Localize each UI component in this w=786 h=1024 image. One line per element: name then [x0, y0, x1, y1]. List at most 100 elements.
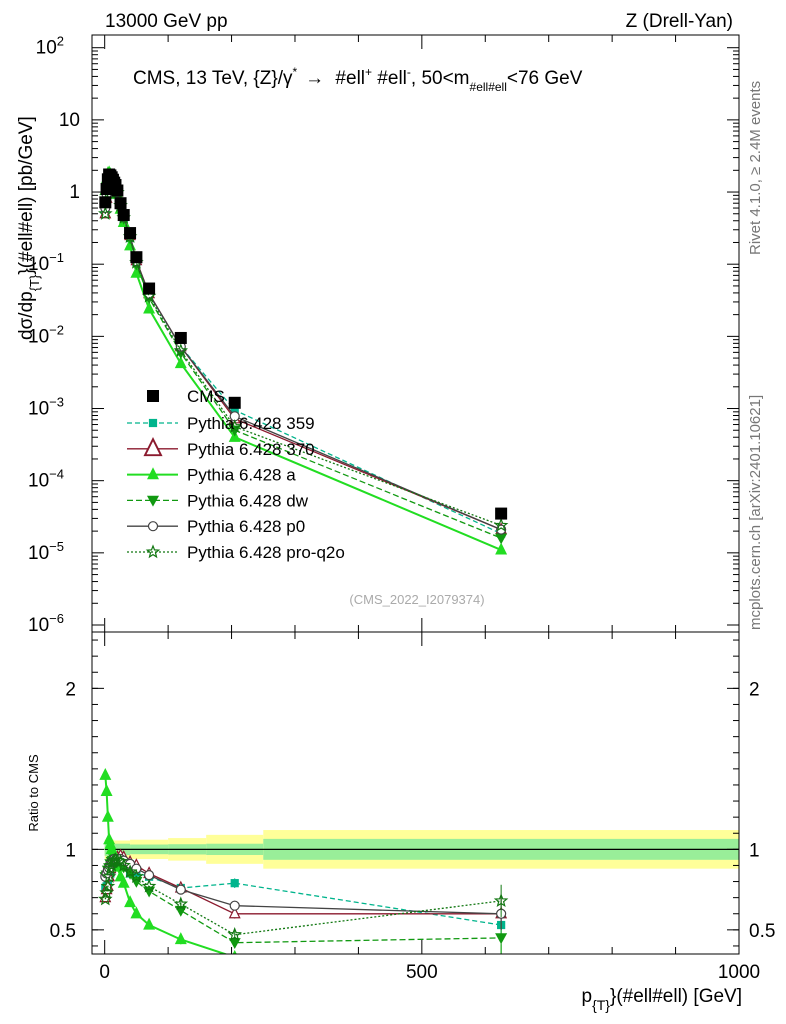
series-3-point [495, 533, 508, 545]
ratio-frame [91, 631, 740, 955]
ratio-2-point [100, 784, 113, 796]
y-tick-label: 102 [36, 34, 64, 59]
ratio-5-point [116, 857, 131, 872]
ratio-0-point [230, 879, 239, 888]
y-tick-base: 10 [28, 254, 49, 275]
legend-marker-5 [145, 544, 161, 559]
ratio-line-3 [104, 857, 502, 944]
series-line-1 [104, 178, 502, 531]
ratio-2-point [124, 895, 137, 908]
y-tick-base: 10 [28, 471, 49, 492]
legend-marker-2 [147, 467, 159, 480]
ratio-2-point [117, 875, 130, 888]
x-tick-label: 1000 [718, 962, 760, 983]
ratio-band [104, 830, 739, 869]
cms-data-point [228, 396, 241, 409]
y-tick-exp: −5 [49, 539, 64, 554]
cms-data-point [111, 184, 124, 197]
legend-label-3: Pythia 6.428 dw [187, 491, 309, 510]
ratio-1-point [228, 906, 241, 919]
ratio-axis: 0.5 0.5 1 1 2 2 0 500 1000 [50, 632, 775, 983]
ratio-5-point [129, 869, 144, 883]
cms-data-point [174, 331, 187, 344]
series-line-3 [104, 177, 502, 539]
ratio-curves [98, 767, 509, 954]
legend-marker-0 [148, 418, 158, 428]
cms-data-point [143, 282, 156, 295]
y-tick-label: 10−1 [28, 250, 64, 275]
y-tick-label: 10 [59, 110, 80, 131]
ratio-line-0 [104, 863, 502, 926]
y-tick-label: 1 [69, 182, 80, 203]
ratio-4-point [229, 900, 240, 911]
legend-marker-1 [143, 437, 163, 457]
header-left: 13000 GeV pp [105, 11, 228, 32]
ratio-5-point [493, 893, 509, 908]
legend-label-4: Pythia 6.428 p0 [187, 517, 305, 536]
x-tick-label: 0 [99, 962, 110, 983]
ratio-2-point [101, 809, 114, 822]
ratio-4-point [175, 884, 186, 895]
ratio-2-point [130, 906, 143, 919]
ratio-2-point [99, 767, 112, 780]
legend-marker-4 [147, 521, 159, 532]
y-tick-base: 10 [36, 38, 57, 59]
legend-label-5: Pythia 6.428 pro-q2o [187, 543, 345, 562]
series-2-point [174, 356, 187, 369]
cms-data-point [99, 196, 112, 209]
y-tick-label: 10−3 [28, 395, 64, 420]
cms-data-point [124, 227, 137, 240]
series-2-point [495, 542, 508, 555]
plot-title: CMS, 13 TeV, {Z}/γ* → #ell+ #ell-, 50<m#e… [133, 65, 583, 94]
ratio-4-point [143, 870, 155, 881]
legend-marker-3 [146, 495, 160, 507]
header-right: Z (Drell-Yan) [626, 11, 733, 32]
ratio-5-point [101, 869, 117, 883]
mcplots-label: mcplots.cern.ch [arXiv:2401.10621] [747, 395, 764, 630]
y-tick-label: 10−5 [28, 539, 64, 564]
legend-label-0: Pythia 6.428 359 [187, 414, 315, 433]
series-line-0 [104, 179, 502, 535]
y-tick-base: 10 [28, 399, 49, 420]
ratio-y-tick-label: 1 [65, 840, 76, 861]
y-tick-base: 10 [28, 543, 49, 564]
cms-data-point [117, 209, 130, 222]
series-line-4 [104, 177, 502, 531]
cms-data-point [130, 251, 143, 264]
ratio-y-tick-label-right: 0.5 [749, 921, 775, 942]
legend-label-1: Pythia 6.428 370 [187, 440, 315, 459]
x-axis-label: p{T}}(#ell#ell) [GeV] [582, 986, 743, 1013]
rivet-label: Rivet 4.1.0, ≥ 2.4M events [747, 81, 764, 255]
watermark: (CMS_2022_I2079374) [349, 592, 484, 607]
series-5-point [493, 517, 509, 532]
legend-cms-marker [147, 390, 159, 402]
y-tick-base: 10 [28, 326, 49, 347]
y-tick-exp: −1 [49, 250, 64, 265]
x-tick-label: 500 [406, 962, 438, 983]
y-tick-label: 10−2 [28, 322, 64, 347]
y-tick-exp: −4 [49, 467, 64, 482]
cms-data-point [495, 507, 508, 520]
cms-data-point [114, 197, 127, 210]
ratio-y-tick-label: 2 [65, 679, 76, 700]
ratio-ylabel: Ratio to CMS [26, 754, 41, 832]
series-line-5 [104, 178, 502, 527]
y-tick-label: 10−6 [28, 611, 64, 636]
ratio-3-point [495, 933, 508, 945]
legend-label-2: Pythia 6.428 a [187, 466, 296, 485]
series-2-point [143, 301, 156, 314]
ratio-y-tick-label-right: 2 [749, 679, 760, 700]
y-tick-base: 1 [69, 182, 80, 203]
series-5-point [173, 343, 189, 358]
ratio-5-point [141, 878, 157, 893]
main-data [99, 168, 508, 520]
series-5-point [98, 206, 113, 220]
ratio-2-point [500, 953, 502, 954]
y-tick-exp: −2 [49, 322, 64, 337]
ratio-2-point [143, 917, 156, 930]
ratio-y-tick-label: 0.5 [50, 921, 76, 942]
y-tick-exp: −3 [49, 395, 64, 410]
ratio-5-point [227, 927, 242, 941]
